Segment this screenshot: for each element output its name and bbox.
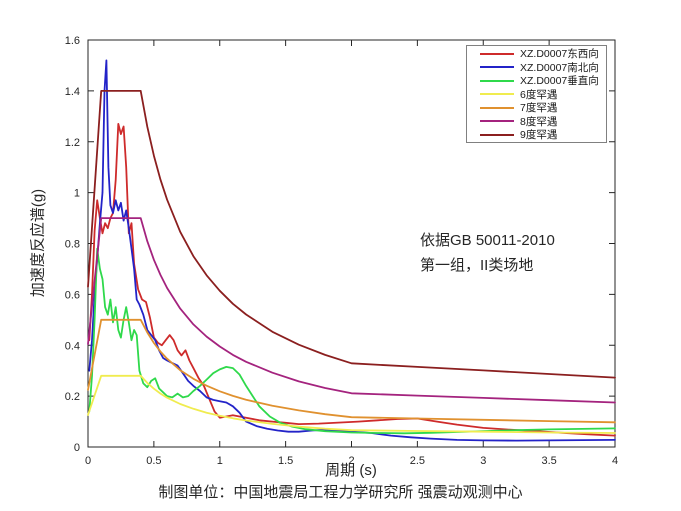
curve-rare8 — [87, 217, 616, 404]
y-tick-label: 1.4 — [65, 86, 80, 98]
legend-line-sample — [480, 79, 514, 82]
y-tick-label: 0.2 — [65, 391, 80, 403]
y-axis-label: 加速度反应谱(g) — [29, 188, 47, 298]
legend-label: 9度罕遇 — [520, 129, 558, 141]
y-tick-label: 0.6 — [65, 289, 80, 301]
legend-item-rare6: 6度罕遇 — [467, 88, 606, 101]
legend-line-sample — [480, 93, 514, 95]
x-tick-label: 3 — [480, 455, 486, 467]
legend-label: XZ.D0007垂直向 — [520, 75, 599, 87]
code-reference-annotation: 依据GB 50011-2010 第一组，II类场地 — [420, 232, 555, 274]
y-tick-label: 0 — [74, 442, 80, 454]
y-tick-label: 1.2 — [65, 137, 80, 149]
y-tick-label: 1 — [74, 188, 80, 200]
curve-rare6 — [87, 374, 616, 434]
x-tick-label: 0.5 — [146, 455, 161, 467]
x-tick-label: 2 — [348, 455, 354, 467]
figure-caption: 制图单位：中国地震局工程力学研究所 强震动观测中心 — [158, 484, 523, 501]
x-axis-label: 周期 (s) — [325, 462, 377, 479]
y-tick-label: 0.4 — [65, 340, 80, 352]
legend-line-sample — [480, 106, 514, 109]
legend-line-sample — [480, 66, 514, 68]
curve-ew — [88, 123, 616, 437]
legend-item-rare9: 9度罕遇 — [467, 129, 606, 141]
legend-line-sample — [480, 52, 514, 55]
legend-label: 8度罕遇 — [520, 115, 558, 128]
legend-label: XZ.D0007东西向 — [520, 48, 599, 60]
y-tick-label: 1.6 — [65, 35, 80, 47]
x-tick-label: 3.5 — [541, 455, 556, 467]
legend-item-ew: XZ.D0007东西向 — [467, 48, 606, 60]
curve-rare7 — [87, 318, 616, 424]
curve-rare9 — [87, 90, 616, 379]
legend-item-ud: XZ.D0007垂直向 — [467, 75, 606, 87]
legend-line-sample — [480, 133, 514, 136]
x-tick-label: 4 — [612, 455, 618, 467]
y-tick-label: 0.8 — [65, 239, 80, 251]
curve-ud — [88, 247, 616, 435]
legend-line-sample — [480, 120, 514, 122]
legend: XZ.D0007东西向 XZ.D0007南北向 XZ.D0007垂直向 6度罕遇 7度罕… — [466, 45, 607, 143]
legend-label: 6度罕遇 — [520, 88, 558, 101]
legend-item-rare7: 7度罕遇 — [467, 102, 606, 114]
legend-label: 7度罕遇 — [520, 102, 558, 114]
x-tick-label: 0 — [85, 455, 91, 467]
x-tick-label: 1 — [217, 455, 223, 467]
legend-item-ns: XZ.D0007南北向 — [467, 61, 606, 74]
legend-item-rare8: 8度罕遇 — [467, 115, 606, 128]
legend-label: XZ.D0007南北向 — [520, 61, 599, 74]
x-tick-label: 2.5 — [410, 455, 425, 467]
x-tick-label: 1.5 — [278, 455, 293, 467]
